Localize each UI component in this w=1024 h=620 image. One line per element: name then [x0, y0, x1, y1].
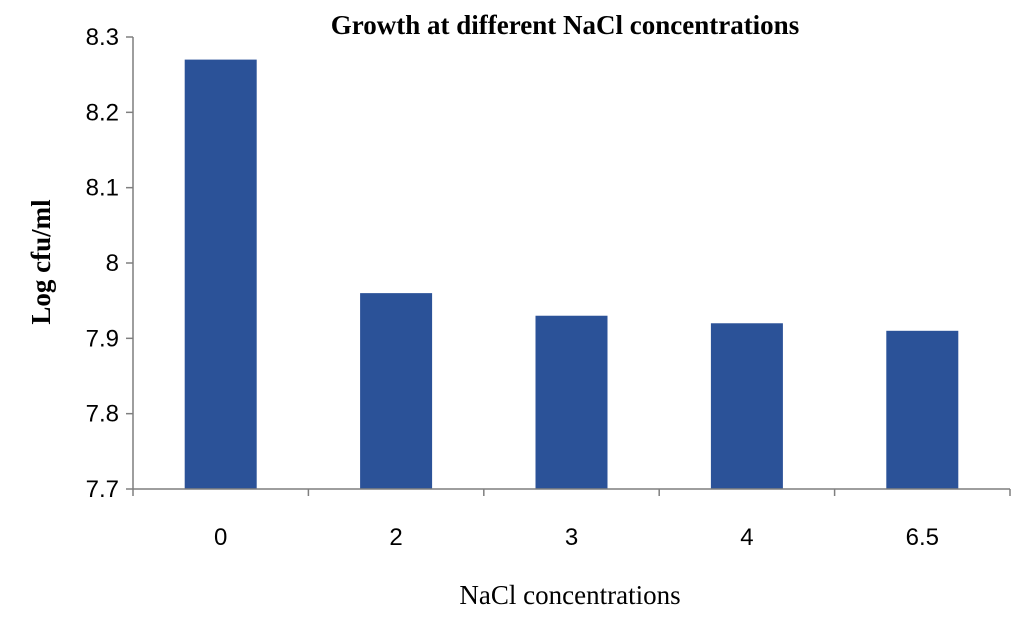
y-tick-label: 7.9: [86, 325, 119, 352]
x-tick-label: 6.5: [906, 524, 939, 551]
bar-4: [710, 323, 783, 489]
y-axis-label: Log cfu/ml: [26, 199, 56, 325]
x-axis-label: NaCl concentrations: [459, 580, 680, 610]
x-tick-label: 2: [389, 524, 402, 551]
plot-area: 7.7 7.8 7.9 8 8.1 8.2 8.3 0 2 3 4 6.5: [86, 24, 1011, 551]
y-tick-label: 8.3: [86, 24, 119, 51]
y-tick-label: 8.1: [86, 175, 119, 202]
bar-3: [535, 315, 608, 489]
x-tick-label: 4: [740, 524, 753, 551]
bar-2: [360, 293, 433, 489]
y-tick-label: 7.7: [86, 476, 119, 503]
y-tick-label: 7.8: [86, 401, 119, 428]
y-tick-label: 8: [106, 250, 119, 277]
bar-0: [184, 59, 257, 489]
x-tick-label: 3: [565, 524, 578, 551]
chart-title: Growth at different NaCl concentrations: [331, 10, 799, 40]
x-tick-label: 0: [214, 524, 227, 551]
bar-6.5: [886, 330, 959, 489]
y-tick-label: 8.2: [86, 99, 119, 126]
